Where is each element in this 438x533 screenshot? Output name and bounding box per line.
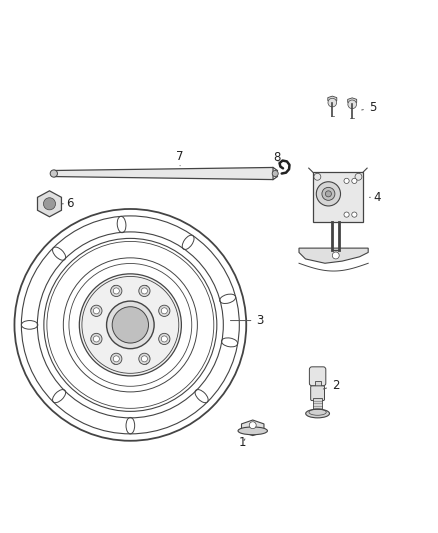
Circle shape [352, 212, 357, 217]
Circle shape [111, 285, 122, 296]
Circle shape [161, 308, 167, 314]
Circle shape [139, 353, 150, 365]
Circle shape [113, 356, 119, 362]
Circle shape [141, 288, 148, 294]
Circle shape [314, 173, 321, 180]
Circle shape [272, 171, 278, 176]
Text: 4: 4 [370, 191, 381, 204]
Circle shape [352, 178, 357, 183]
Circle shape [93, 336, 99, 342]
Text: 6: 6 [62, 197, 74, 211]
FancyBboxPatch shape [314, 381, 321, 389]
FancyBboxPatch shape [313, 398, 322, 409]
Circle shape [91, 333, 102, 344]
Circle shape [328, 98, 337, 107]
Circle shape [43, 198, 56, 210]
FancyBboxPatch shape [313, 173, 363, 222]
Ellipse shape [306, 409, 329, 418]
Text: 5: 5 [362, 101, 376, 114]
Circle shape [159, 305, 170, 317]
Circle shape [325, 191, 332, 197]
Circle shape [161, 336, 167, 342]
Text: 7: 7 [177, 150, 184, 166]
Circle shape [355, 173, 362, 180]
Circle shape [113, 288, 119, 294]
Circle shape [316, 182, 340, 206]
Circle shape [344, 178, 349, 183]
Circle shape [106, 301, 154, 349]
Circle shape [111, 353, 122, 365]
Circle shape [344, 212, 349, 217]
Polygon shape [54, 167, 273, 180]
Circle shape [79, 274, 181, 376]
Circle shape [332, 252, 339, 259]
Circle shape [112, 306, 148, 343]
Polygon shape [241, 420, 264, 435]
Circle shape [249, 422, 256, 429]
Circle shape [139, 285, 150, 296]
Circle shape [348, 100, 357, 109]
FancyBboxPatch shape [309, 367, 326, 386]
Text: 8: 8 [274, 151, 281, 164]
Circle shape [141, 356, 148, 362]
Ellipse shape [238, 427, 268, 435]
Circle shape [159, 333, 170, 344]
Polygon shape [299, 248, 368, 263]
FancyBboxPatch shape [311, 386, 325, 401]
Circle shape [93, 308, 99, 314]
Text: 2: 2 [323, 379, 339, 392]
Polygon shape [38, 191, 61, 217]
Polygon shape [348, 98, 357, 104]
Polygon shape [328, 96, 337, 102]
Text: 3: 3 [230, 314, 264, 327]
Circle shape [50, 170, 57, 177]
Circle shape [322, 188, 335, 200]
Circle shape [91, 305, 102, 317]
Text: 1: 1 [239, 437, 247, 449]
